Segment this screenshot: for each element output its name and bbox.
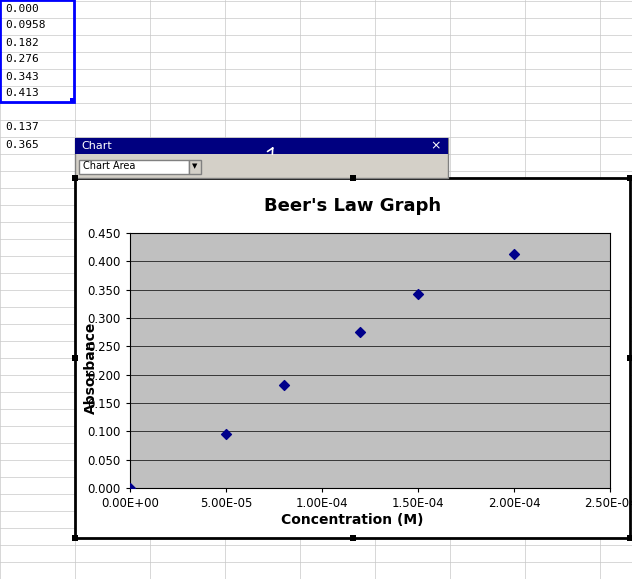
Bar — [72, 175, 78, 181]
Text: Chart Area: Chart Area — [83, 161, 135, 171]
Text: Chart: Chart — [81, 141, 112, 151]
Bar — [75, 178, 630, 538]
Text: ▼: ▼ — [192, 163, 198, 169]
Text: Concentration (M): Concentration (M) — [281, 513, 423, 527]
Text: 0.413: 0.413 — [5, 89, 39, 98]
Bar — [627, 175, 632, 181]
Bar — [0, 0, 74, 102]
Text: 0.0958: 0.0958 — [5, 20, 46, 31]
Point — [413, 289, 423, 298]
Bar — [349, 175, 355, 181]
Text: ×: × — [431, 140, 441, 152]
Text: 0.182: 0.182 — [5, 38, 39, 47]
Bar — [70, 98, 75, 103]
FancyBboxPatch shape — [79, 160, 189, 174]
Point — [221, 429, 231, 438]
Bar — [72, 355, 78, 361]
Bar — [627, 355, 632, 361]
Text: 0.343: 0.343 — [5, 71, 39, 82]
Point — [355, 327, 365, 336]
Bar — [75, 138, 448, 154]
Text: Beer's Law Graph: Beer's Law Graph — [264, 197, 441, 215]
Bar — [349, 535, 355, 541]
Text: Absorbance: Absorbance — [84, 322, 98, 414]
Bar — [189, 160, 201, 174]
Point — [279, 380, 289, 390]
Point — [125, 483, 135, 493]
Text: 0.137: 0.137 — [5, 123, 39, 133]
Point — [509, 250, 519, 259]
Bar — [72, 535, 78, 541]
Bar — [627, 535, 632, 541]
Text: 0.276: 0.276 — [5, 54, 39, 64]
Text: 0.000: 0.000 — [5, 3, 39, 13]
Text: 0.365: 0.365 — [5, 140, 39, 149]
Bar — [75, 138, 448, 178]
